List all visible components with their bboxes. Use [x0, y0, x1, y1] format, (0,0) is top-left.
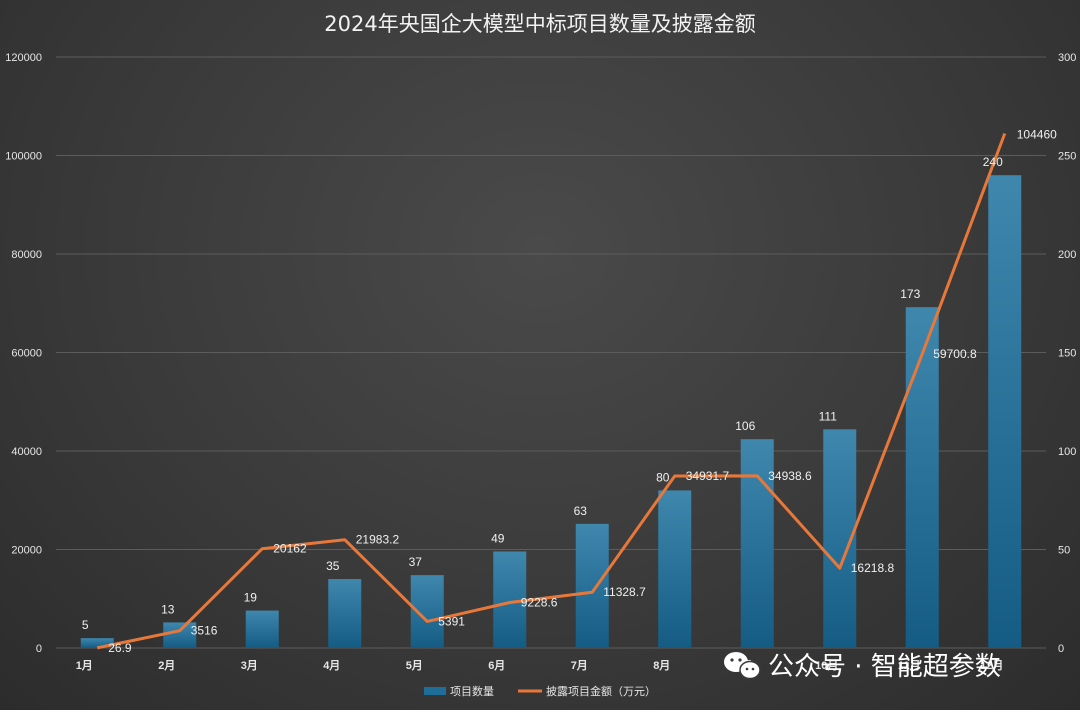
bar-label-2: 13: [161, 602, 175, 616]
bar-label-11: 173: [900, 287, 920, 301]
left-axis-tick-6: 120000: [5, 52, 42, 64]
gridlines: [56, 56, 1046, 649]
right-axis-tick-3: 150: [1058, 348, 1076, 360]
x-tick-8: 8月: [653, 659, 670, 672]
line-label-3: 20162: [273, 542, 307, 556]
right-axis-ticks: 0 50 100 150 200 250 300: [1058, 52, 1076, 655]
bar-2: [163, 622, 197, 648]
right-axis-tick-5: 250: [1058, 151, 1076, 163]
watermark: 公众号 · 智能超参数: [724, 652, 1001, 682]
legend-swatch-bars: [424, 687, 446, 695]
line-label-6: 9228.6: [521, 596, 558, 610]
right-axis-tick-2: 100: [1058, 446, 1076, 458]
legend-label-bars: 项目数量: [450, 685, 494, 698]
bar-label-9: 106: [735, 419, 755, 433]
bar-label-4: 35: [326, 559, 340, 573]
x-tick-1: 1月: [76, 659, 93, 672]
bar-1: [80, 638, 114, 648]
line-label-9: 34938.6: [768, 469, 812, 483]
line-label-4: 21983.2: [356, 533, 400, 547]
bar-9: [740, 439, 774, 648]
line-label-1: 26.9: [108, 641, 132, 655]
x-tick-5: 5月: [406, 659, 423, 672]
bar-label-6: 49: [491, 531, 505, 545]
bar-3: [245, 610, 279, 648]
x-tick-10: 10月: [815, 659, 838, 672]
bar-11: [905, 307, 939, 648]
right-axis-tick-4: 200: [1058, 249, 1076, 261]
bar-series: [80, 175, 1022, 648]
right-axis-tick-0: 0: [1058, 643, 1064, 655]
x-tick-7: 7月: [571, 659, 588, 672]
bar-label-1: 5: [82, 618, 89, 632]
line-label-11: 59700.8: [933, 347, 977, 361]
wechat-icon: [724, 652, 761, 680]
left-axis-tick-3: 60000: [11, 348, 42, 360]
x-axis-ticks: 1月2月3月4月5月6月7月8月9月10月11月12月: [76, 659, 1004, 672]
x-tick-2: 2月: [158, 659, 175, 672]
x-tick-11: 11月: [898, 659, 921, 672]
line-label-12: 104460: [1017, 128, 1057, 142]
legend: 项目数量 披露项目金额（万元）: [424, 684, 656, 698]
bar-12: [988, 175, 1022, 648]
watermark-text: 公众号 · 智能超参数: [768, 652, 1001, 682]
bar-7: [575, 523, 609, 648]
line-label-10: 16218.8: [851, 561, 895, 575]
line-label-5: 5391: [438, 614, 465, 628]
left-axis-tick-2: 40000: [11, 446, 42, 458]
right-axis-tick-6: 300: [1058, 52, 1076, 64]
line-series: [96, 133, 1007, 650]
bar-label-12: 240: [983, 155, 1003, 169]
right-axis-tick-1: 50: [1058, 545, 1070, 557]
x-tick-3: 3月: [241, 659, 258, 672]
bar-label-7: 63: [574, 504, 588, 518]
bar-8: [658, 490, 692, 648]
left-axis-tick-4: 80000: [11, 249, 42, 261]
line-label-2: 3516: [191, 624, 218, 638]
line-label-8: 34931.7: [686, 469, 730, 483]
x-tick-6: 6月: [488, 659, 505, 672]
chart-title: 2024年央国企大模型中标项目数量及披露金额: [324, 12, 755, 36]
x-tick-12: 12月: [980, 659, 1003, 672]
left-axis-tick-5: 100000: [5, 151, 42, 163]
left-axis-ticks: 0 20000 40000 60000 80000 100000 120000: [5, 52, 42, 655]
left-axis-tick-1: 20000: [11, 545, 42, 557]
bar-label-5: 37: [409, 555, 423, 569]
data-labels: 5 13 19 35 37 49 63 80 106 111 173 240 26.9 3516 20162…: [82, 128, 1057, 655]
left-axis-tick-0: 0: [36, 643, 42, 655]
line-label-7: 11328.7: [603, 585, 646, 599]
x-tick-4: 4月: [323, 659, 340, 672]
amount-line: [96, 133, 1007, 650]
legend-label-line: 披露项目金额（万元）: [546, 684, 656, 698]
bar-4: [328, 579, 362, 648]
bar-label-8: 80: [656, 470, 670, 484]
bar-label-3: 19: [244, 591, 258, 605]
bar-label-10: 111: [819, 409, 838, 423]
